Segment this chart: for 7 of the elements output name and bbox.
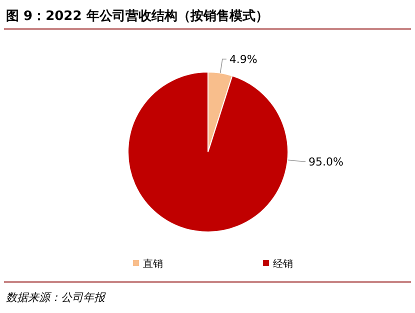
data-label: 95.0% — [308, 155, 344, 168]
legend-label: 经销 — [273, 258, 293, 270]
chart-title: 图 9：2022 年公司营收结构（按销售模式） — [6, 8, 268, 24]
legend-label: 直销 — [143, 258, 163, 270]
source-note: 数据来源：公司年报 — [6, 291, 106, 304]
data-label: 4.9% — [229, 53, 258, 66]
pie-slice — [128, 72, 288, 232]
